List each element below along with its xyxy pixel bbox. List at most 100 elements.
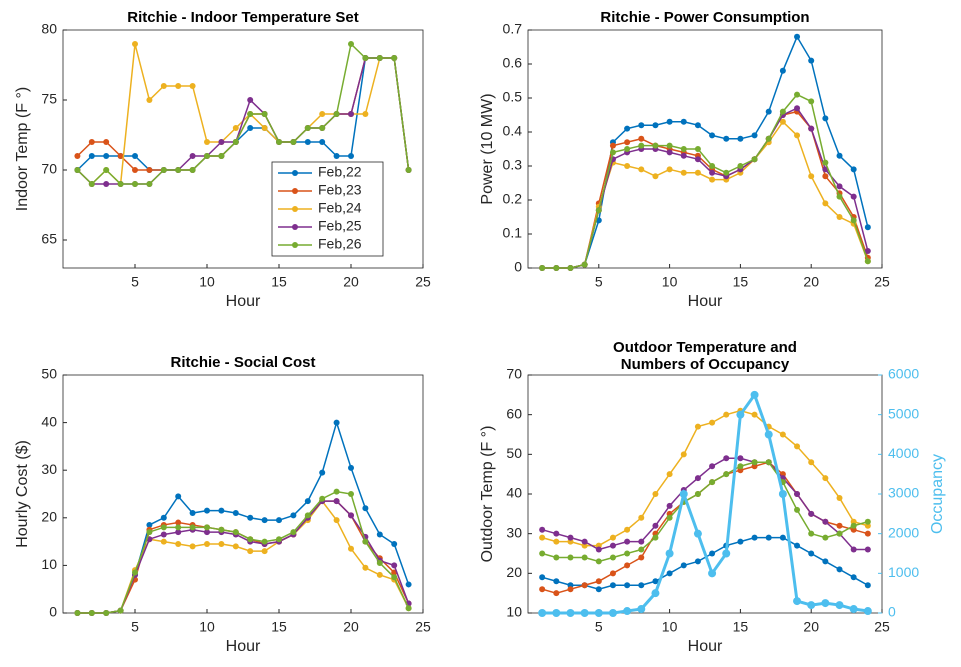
data-point [539, 526, 546, 533]
axes-box [527, 374, 883, 614]
data-point [864, 224, 871, 231]
data-point [638, 142, 645, 149]
x-tick-label: 15 [271, 274, 287, 290]
data-point [666, 471, 673, 478]
data-point [693, 529, 702, 538]
data-point [175, 524, 182, 531]
data-point [146, 521, 153, 528]
data-point [160, 531, 167, 538]
data-point [319, 495, 326, 502]
x-tick-label: 15 [271, 619, 287, 635]
data-point [794, 491, 801, 497]
data-point [638, 582, 645, 589]
data-point [765, 108, 772, 115]
data-point [836, 193, 843, 200]
data-point [680, 169, 687, 176]
data-point [794, 443, 801, 450]
data-point [567, 534, 574, 541]
data-point [376, 571, 383, 578]
data-point [581, 582, 588, 589]
data-point [794, 105, 801, 112]
data-point [694, 423, 701, 430]
data-point [793, 597, 802, 606]
data-point [666, 514, 673, 521]
data-point [362, 55, 369, 61]
data-point [362, 111, 369, 117]
y-tick-label: 30 [41, 461, 57, 477]
y-axis-label: Power (10 MW) [479, 93, 496, 204]
y2-tick-label: 1000 [888, 564, 919, 580]
x-tick-label: 20 [343, 274, 359, 290]
data-point [822, 200, 829, 207]
data-point [319, 125, 326, 131]
data-point [680, 118, 687, 125]
data-point [638, 166, 645, 173]
y-tick-label: 50 [41, 366, 57, 382]
data-point [132, 181, 138, 187]
data-point [694, 146, 701, 152]
data-point [637, 605, 646, 614]
data-point [694, 169, 701, 176]
data-point [822, 115, 829, 122]
data-point [709, 419, 716, 426]
data-point [348, 153, 354, 159]
data-point [794, 33, 801, 40]
data-point [595, 586, 602, 593]
x-tick-label: 10 [199, 274, 215, 290]
data-point [779, 534, 786, 541]
data-point [594, 609, 603, 617]
data-point [694, 475, 701, 482]
y-tick-label: 40 [41, 413, 57, 429]
data-point [778, 490, 787, 498]
data-point [679, 490, 688, 498]
data-point [553, 538, 560, 545]
data-point [160, 524, 167, 531]
data-point [553, 554, 560, 561]
data-point [652, 534, 659, 541]
data-point [779, 67, 786, 74]
data-point [319, 469, 326, 476]
data-point [261, 548, 268, 555]
data-point [247, 548, 254, 555]
data-point [553, 530, 560, 537]
data-point [595, 558, 602, 565]
x-tick-label: 20 [803, 619, 819, 635]
data-point [391, 574, 398, 581]
data-point [348, 491, 354, 497]
data-point [595, 578, 602, 585]
data-point [836, 530, 843, 537]
x-axis-label: Hour [226, 638, 261, 655]
data-point [624, 163, 631, 169]
legend-label: Feb,26 [318, 236, 362, 252]
data-point [232, 139, 239, 145]
data-point [808, 57, 815, 64]
data-point [652, 122, 659, 129]
data-point [539, 534, 546, 541]
axes-box [527, 29, 883, 269]
data-point [808, 459, 815, 466]
data-point [538, 609, 547, 617]
data-point [850, 217, 857, 224]
data-point [836, 214, 843, 220]
data-point [666, 142, 673, 149]
data-point [822, 558, 829, 565]
data-point [218, 540, 225, 547]
data-point [709, 176, 716, 183]
data-point [189, 543, 196, 550]
chart-title: Ritchie - Power Consumption [600, 9, 809, 26]
data-point [794, 506, 801, 513]
data-point [232, 543, 239, 550]
data-point [391, 540, 398, 547]
x-tick-label: 20 [803, 274, 819, 290]
data-point [666, 570, 673, 577]
y-axis-label: Hourly Cost ($) [14, 440, 31, 548]
data-point [552, 609, 561, 617]
data-point [737, 135, 744, 142]
y-tick-label: 60 [506, 405, 522, 421]
data-point [864, 582, 871, 589]
data-point [276, 139, 282, 145]
data-point [666, 502, 673, 509]
data-point [765, 135, 772, 142]
data-point [405, 167, 412, 173]
series-line [77, 490, 410, 614]
